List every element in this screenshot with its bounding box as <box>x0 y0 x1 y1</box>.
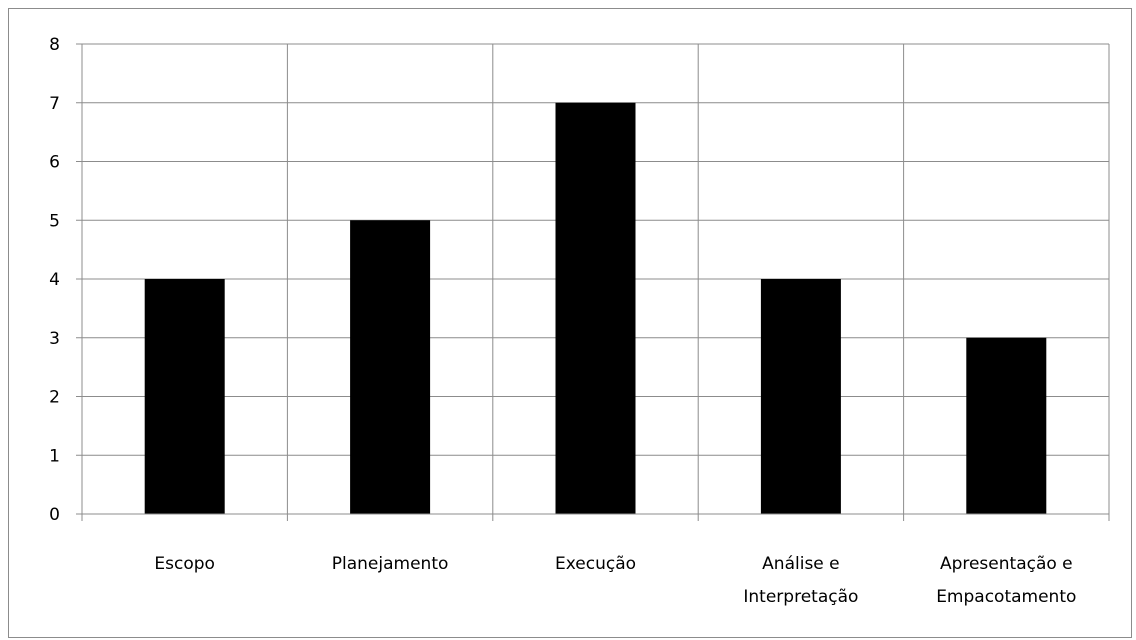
y-tick-label: 5 <box>49 211 60 231</box>
bar-4 <box>966 337 1047 514</box>
y-tick-label: 3 <box>49 329 60 349</box>
x-category-label: Planejamento <box>332 554 449 574</box>
axis-layer <box>76 43 1110 521</box>
y-tick-label: 2 <box>49 388 60 408</box>
x-category-label: Análise e <box>762 554 839 574</box>
bar-chart: 0 1 2 3 4 5 6 7 8 Escopo Planejamento Execução Análi… <box>49 35 1110 607</box>
chart-frame: 0 1 2 3 4 5 6 7 8 Escopo Planejamento Execução Análi… <box>8 8 1132 638</box>
y-tick-label: 6 <box>49 153 60 173</box>
bar-1 <box>350 220 431 514</box>
y-tick-label: 8 <box>49 35 60 55</box>
label-layer: 0 1 2 3 4 5 6 7 8 Escopo Planejamento Execução Análi… <box>49 35 1076 607</box>
bar-2 <box>555 102 636 514</box>
x-category-label: Apresentação e <box>940 554 1073 574</box>
bar-layer <box>144 102 1047 514</box>
y-tick-label: 0 <box>49 505 60 525</box>
bar-0 <box>144 279 225 514</box>
y-tick-label: 7 <box>49 94 60 114</box>
x-category-label: Interpretação <box>743 587 858 607</box>
y-tick-label: 4 <box>49 270 60 290</box>
bar-3 <box>760 279 841 514</box>
x-category-label: Escopo <box>154 554 215 574</box>
x-category-label: Execução <box>555 554 636 574</box>
y-tick-label: 1 <box>49 446 60 466</box>
x-category-label: Empacotamento <box>936 587 1076 607</box>
